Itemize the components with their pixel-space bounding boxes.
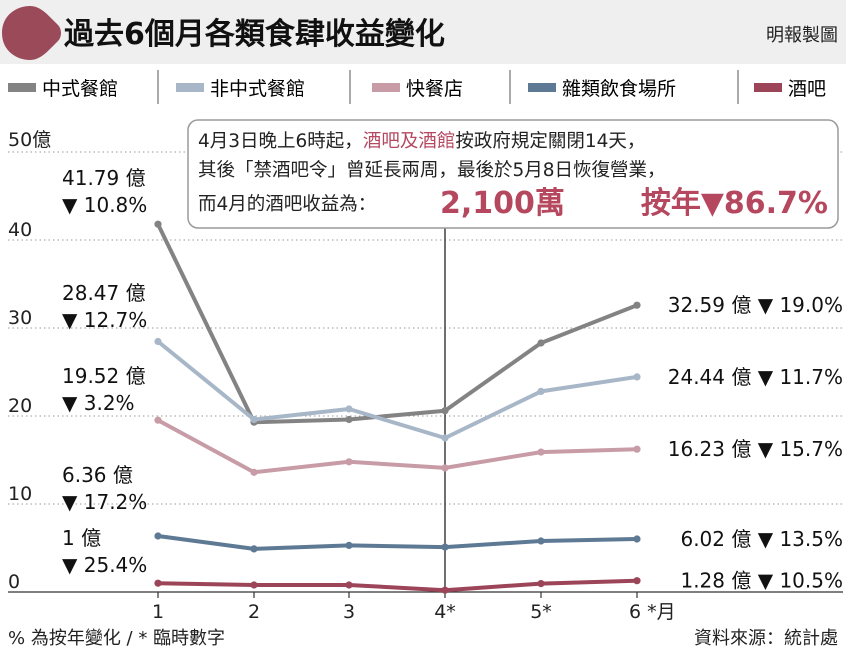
legend-label-bars: 酒吧 xyxy=(788,78,826,100)
annotation-highlight: 酒吧及酒館 xyxy=(363,131,456,152)
title-band xyxy=(0,0,846,64)
bar-april-yoy-change: 按年▼86.7% xyxy=(641,186,828,221)
data-point xyxy=(441,464,449,472)
series-line-3 xyxy=(156,534,639,551)
start-value-label: ▼ 10.8% xyxy=(62,193,147,217)
y-axis: 0 10 20 30 40 50億 xyxy=(8,129,51,593)
legend-swatch-bars xyxy=(754,83,782,92)
data-point xyxy=(250,545,258,553)
legend-swatch-non-chinese-restaurants xyxy=(176,83,204,92)
legend-swatch-fast-food xyxy=(372,83,400,92)
data-point xyxy=(345,458,353,466)
data-point xyxy=(345,415,353,424)
data-point xyxy=(154,220,162,228)
source-note: 資料來源：統計處 xyxy=(694,628,838,649)
data-point xyxy=(633,301,641,309)
data-point xyxy=(441,543,449,551)
legend-label-non-chinese-restaurants: 非中式餐館 xyxy=(210,78,305,100)
annotation-line-3: 而4月的酒吧收益為： xyxy=(198,194,376,215)
data-point xyxy=(633,535,641,543)
start-value-label: ▼ 25.4% xyxy=(62,553,147,577)
credit: 明報製圖 xyxy=(766,25,838,46)
start-value-label: 19.52 億 xyxy=(62,364,146,388)
data-point xyxy=(633,373,641,381)
series-line-4 xyxy=(156,578,639,593)
data-point xyxy=(250,468,258,476)
y-tick-label: 10 xyxy=(8,483,32,505)
start-value-label: 1 億 xyxy=(62,526,101,550)
end-value-label: 32.59 億 ▼ 19.0% xyxy=(668,293,843,317)
data-point xyxy=(537,387,545,395)
x-tick-label: 2 xyxy=(248,601,260,623)
legend-label-chinese-restaurants: 中式餐館 xyxy=(42,78,118,100)
annotation-box xyxy=(187,119,839,229)
bar-april-revenue: 2,100萬 xyxy=(440,186,565,221)
series-line-2 xyxy=(156,418,639,475)
annotation-line-2: 其後「禁酒吧令」曾延長兩周，最後於5月8日恢復營業， xyxy=(198,160,666,181)
start-value-label: 6.36 億 xyxy=(62,463,133,487)
data-point xyxy=(345,541,353,550)
data-point xyxy=(633,445,641,453)
x-tick-label: 1 xyxy=(152,601,164,623)
legend-swatch-chinese-restaurants xyxy=(8,83,36,92)
y-tick-label: 40 xyxy=(8,219,32,241)
data-point xyxy=(537,339,545,347)
legend-swatch-misc-eateries xyxy=(528,83,556,92)
data-point xyxy=(345,581,353,589)
series-line-1 xyxy=(156,339,639,440)
data-point xyxy=(154,416,162,424)
start-value-label: 41.79 億 xyxy=(62,166,146,190)
y-tick-label: 20 xyxy=(8,395,32,417)
series-line-0 xyxy=(156,222,639,425)
series-labels: 41.79 億 ▼ 10.8% 32.59 億 ▼ 19.0% 28.47 億 ▼ 12… xyxy=(62,166,843,593)
data-point xyxy=(250,581,258,589)
y-tick-label: 0 xyxy=(8,571,20,593)
data-point xyxy=(537,448,545,456)
data-point xyxy=(154,337,162,346)
start-value-label: ▼ 3.2% xyxy=(62,391,135,415)
data-point xyxy=(154,579,162,587)
start-value-label: ▼ 12.7% xyxy=(62,308,147,332)
annotation-line-1: 4月3日晚上6時起，酒吧及酒館按政府規定關閉14天， xyxy=(198,131,645,152)
annotation-callout: 4月3日晚上6時起，酒吧及酒館按政府規定關閉14天， 其後「禁酒吧令」曾延長兩周… xyxy=(187,119,839,229)
data-point xyxy=(441,586,449,594)
data-point xyxy=(537,537,545,545)
data-point xyxy=(345,405,353,413)
x-axis: 1 2 3 4* 5* 6 *月 xyxy=(8,591,843,623)
x-tick-label: 6 *月 xyxy=(629,601,676,623)
data-point xyxy=(633,577,641,585)
start-value-label: 28.47 億 xyxy=(62,281,146,305)
start-value-label: ▼ 17.2% xyxy=(62,490,147,514)
legend-label-misc-eateries: 雜類飲食場所 xyxy=(562,78,676,100)
title-blob-icon xyxy=(2,6,61,60)
chart-title: 過去6個月各類食肆收益變化 xyxy=(64,17,445,52)
x-tick-label: 3 xyxy=(343,601,355,623)
data-point xyxy=(250,415,258,424)
end-value-label: 6.02 億 ▼ 13.5% xyxy=(680,527,843,551)
end-value-label: 16.23 億 ▼ 15.7% xyxy=(668,437,843,461)
end-value-label: 1.28 億 ▼ 10.5% xyxy=(680,569,843,593)
end-value-label: 24.44 億 ▼ 11.7% xyxy=(668,365,843,389)
footnote: % 為按年變化 / * 臨時數字 xyxy=(8,628,225,649)
y-unit-label: 50億 xyxy=(8,129,51,151)
legend-label-fast-food: 快餐店 xyxy=(406,78,463,100)
data-point xyxy=(441,434,449,442)
data-point xyxy=(154,532,162,540)
series-lines xyxy=(154,220,641,594)
legend: 中式餐館 非中式餐館 快餐店 雜類飲食場所 酒吧 xyxy=(8,70,826,104)
x-tick-label: 4* xyxy=(434,601,456,623)
y-tick-label: 30 xyxy=(8,307,32,329)
x-tick-label: 5* xyxy=(530,601,552,623)
data-point xyxy=(441,407,449,415)
data-point xyxy=(537,580,545,588)
